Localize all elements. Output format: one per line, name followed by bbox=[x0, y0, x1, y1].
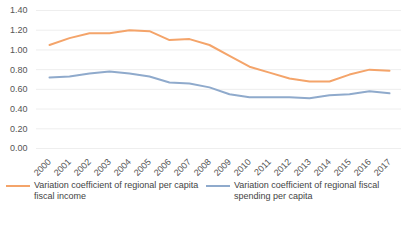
html-text:Variation coefficient of regio: Variation coefficient of regional fiscal… bbox=[234, 180, 380, 201]
svg-text:2003: 2003 bbox=[92, 157, 113, 178]
svg-text:2005: 2005 bbox=[132, 157, 153, 178]
svg-text:2010: 2010 bbox=[232, 157, 253, 178]
svg-text:2001: 2001 bbox=[52, 157, 73, 178]
svg-text:2015: 2015 bbox=[332, 157, 353, 178]
svg-text:1.00: 1.00 bbox=[10, 45, 28, 55]
svg-text:2012: 2012 bbox=[272, 157, 293, 178]
html-text:Variation coefficient of regio: Variation coefficient of regional per ca… bbox=[34, 180, 199, 201]
svg-text:2000: 2000 bbox=[32, 157, 53, 178]
svg-text:2008: 2008 bbox=[192, 157, 213, 178]
svg-text:0.40: 0.40 bbox=[10, 104, 28, 114]
svg-text:1.40: 1.40 bbox=[10, 5, 28, 15]
svg-text:0.80: 0.80 bbox=[10, 65, 28, 75]
svg-text:2017: 2017 bbox=[372, 157, 393, 178]
svg-text:2014: 2014 bbox=[312, 157, 333, 178]
svg-text:0.20: 0.20 bbox=[10, 124, 28, 134]
svg-text:2006: 2006 bbox=[152, 157, 173, 178]
svg-text:1.20: 1.20 bbox=[10, 25, 28, 35]
svg-text:2011: 2011 bbox=[252, 157, 273, 178]
svg-text:2007: 2007 bbox=[172, 157, 193, 178]
svg-text:2009: 2009 bbox=[212, 157, 233, 178]
svg-text:0.00: 0.00 bbox=[10, 143, 28, 153]
svg-text:2016: 2016 bbox=[352, 157, 373, 178]
svg-text:2013: 2013 bbox=[292, 157, 313, 178]
svg-text:0.60: 0.60 bbox=[10, 84, 28, 94]
svg-text:2004: 2004 bbox=[112, 157, 133, 178]
svg-text:2002: 2002 bbox=[72, 157, 93, 178]
